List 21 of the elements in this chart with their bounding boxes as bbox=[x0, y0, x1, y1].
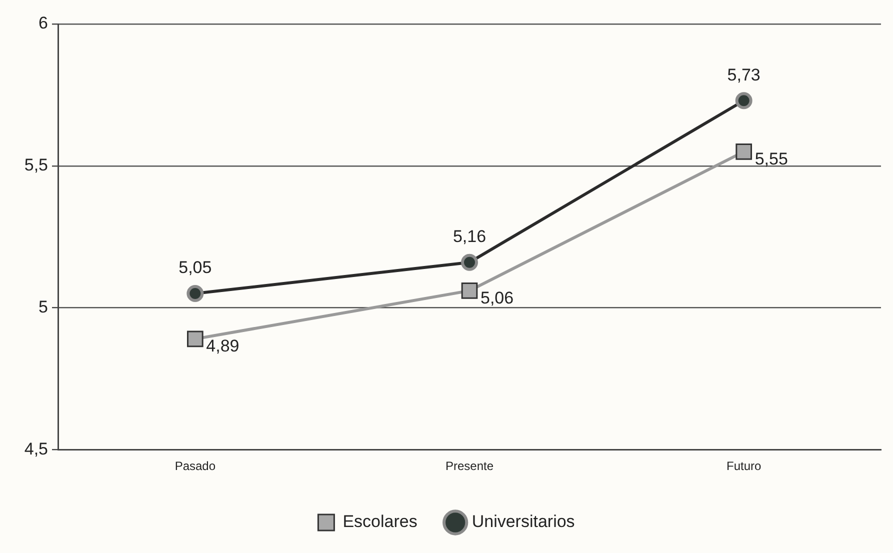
x-tick-label: Pasado bbox=[174, 459, 216, 474]
point bbox=[186, 285, 204, 302]
x-tick-label: Presente bbox=[445, 459, 494, 474]
point bbox=[461, 254, 478, 271]
data-label: 5,05 bbox=[178, 258, 212, 278]
y-tick-label: 5 bbox=[38, 297, 48, 316]
y-tick-label: 4,5 bbox=[24, 439, 48, 458]
point bbox=[461, 282, 478, 299]
y-tick-label: 5,5 bbox=[24, 156, 48, 175]
x-tick-label: Futuro bbox=[726, 459, 762, 474]
point bbox=[736, 144, 752, 160]
data-label: 5,06 bbox=[480, 288, 514, 308]
y-tick-label: 6 bbox=[38, 14, 48, 33]
point bbox=[735, 92, 752, 110]
data-label: 5,16 bbox=[452, 227, 486, 246]
data-label: 4,89 bbox=[206, 336, 240, 356]
point bbox=[186, 330, 204, 348]
legend-label: Escolares bbox=[342, 512, 418, 532]
legend-label: Universitarios bbox=[472, 512, 575, 532]
data-label: 5,73 bbox=[727, 65, 760, 84]
data-label: 5,55 bbox=[754, 149, 788, 168]
